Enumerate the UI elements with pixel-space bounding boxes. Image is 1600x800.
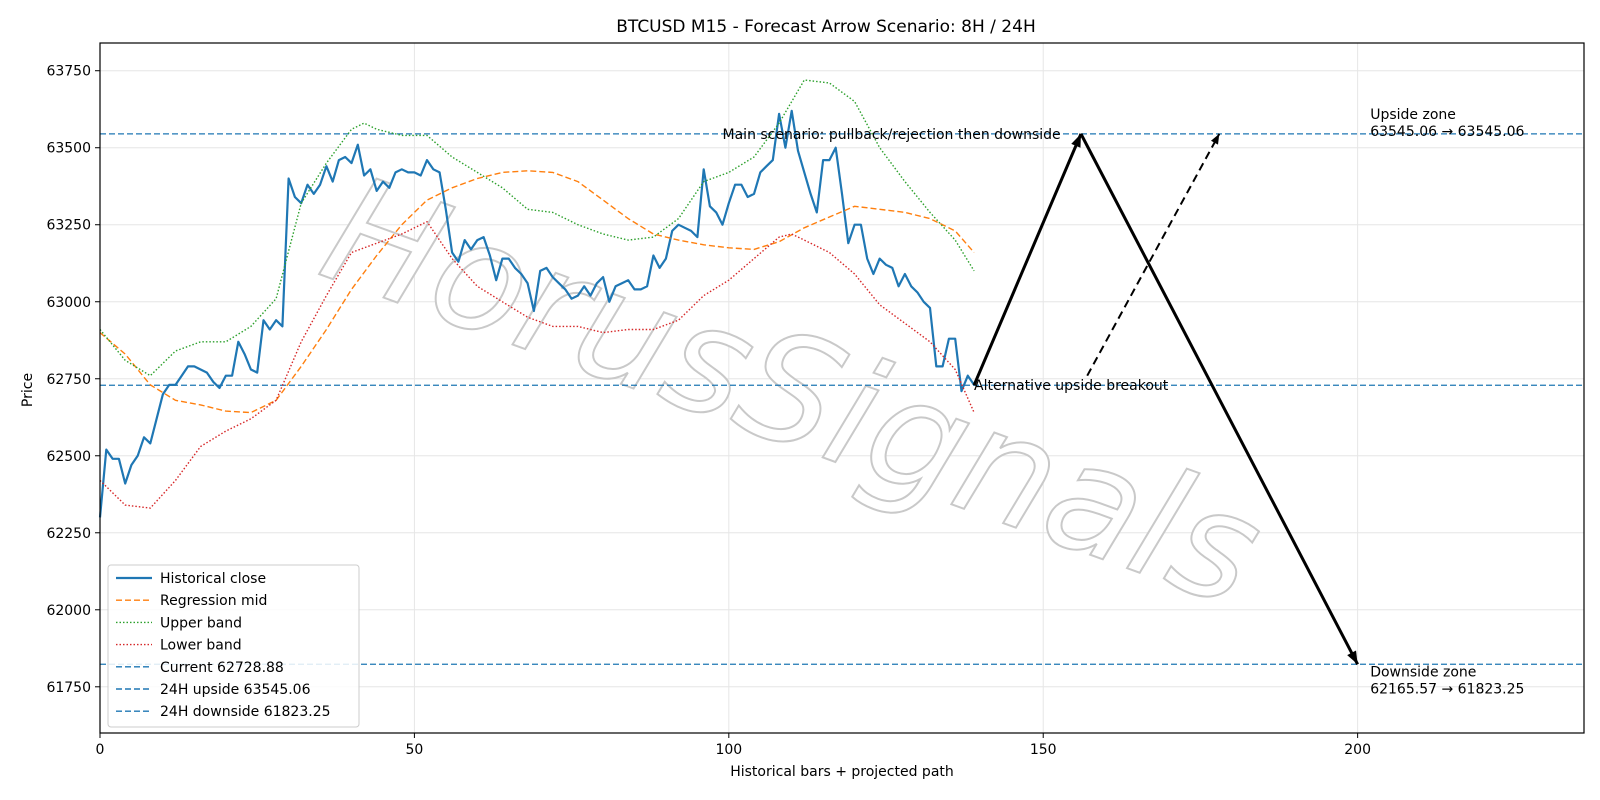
y-tick-label: 63000: [46, 295, 91, 311]
arrow-line-1: [1079, 133, 1359, 666]
y-tick-label: 63750: [46, 64, 91, 80]
arrow-head-1: [1347, 650, 1358, 665]
x-tick-label: 0: [96, 742, 105, 758]
arrow-head-0: [1071, 133, 1081, 148]
legend: Historical close Regression mid Upper band…: [107, 564, 360, 728]
legend-entry-2: Upper band: [160, 615, 242, 631]
series-line-2: [99, 79, 975, 377]
y-tick-label: 63250: [46, 218, 91, 234]
series-line-0: [98, 109, 976, 518]
x-tick-label: 150: [1030, 742, 1057, 758]
arrow-line-2: [1086, 133, 1221, 377]
annotation-3: 63545.06 → 63545.06: [1370, 124, 1524, 140]
chart-title: BTCUSD M15 - Forecast Arrow Scenario: 8H…: [616, 17, 1035, 37]
annotation-4: Downside zone: [1370, 664, 1476, 680]
x-tick-label: 200: [1344, 742, 1371, 758]
y-tick-label: 62750: [46, 372, 91, 388]
annotation-1: Alternative upside breakout: [974, 378, 1169, 394]
annotation-0: Main scenario: pullback/rejection then d…: [723, 127, 1061, 143]
y-tick-label: 63500: [46, 141, 91, 157]
legend-entry-0: Historical close: [160, 571, 266, 587]
series-line-1: [99, 170, 975, 414]
arrow-head-2: [1210, 133, 1220, 145]
series-lines: [98, 79, 976, 518]
annotations: Main scenario: pullback/rejection then d…: [723, 107, 1525, 697]
legend-entry-6: 24H downside 61823.25: [160, 704, 331, 720]
legend-box: [107, 564, 360, 728]
annotation-2: Upside zone: [1370, 107, 1456, 123]
y-axis-label: Price: [20, 373, 36, 407]
legend-entry-5: 24H upside 63545.06: [160, 682, 311, 698]
y-tick-label: 62000: [46, 603, 91, 619]
x-axis-label: Historical bars + projected path: [730, 764, 954, 780]
legend-entry-4: Current 62728.88: [160, 660, 284, 676]
legend-entry-1: Regression mid: [160, 593, 267, 609]
scenario-arrows: [972, 133, 1359, 666]
x-tick-label: 50: [405, 742, 423, 758]
plot-frame: [99, 42, 1585, 734]
series-line-3: [99, 220, 975, 509]
grid-lines: [99, 43, 1584, 733]
arrow-line-0: [972, 133, 1083, 386]
y-tick-label: 62500: [46, 449, 91, 465]
annotation-5: 62165.57 → 61823.25: [1370, 681, 1524, 697]
legend-entry-3: Lower band: [160, 638, 242, 654]
x-axis-ticks: 0 50 100 150 200: [96, 733, 1371, 758]
y-tick-label: 61750: [46, 680, 91, 696]
y-axis-ticks: 61750 62000 62250 62500 62750 63000 63250 63500…: [46, 64, 100, 696]
x-tick-label: 100: [715, 742, 742, 758]
y-tick-label: 62250: [46, 526, 91, 542]
